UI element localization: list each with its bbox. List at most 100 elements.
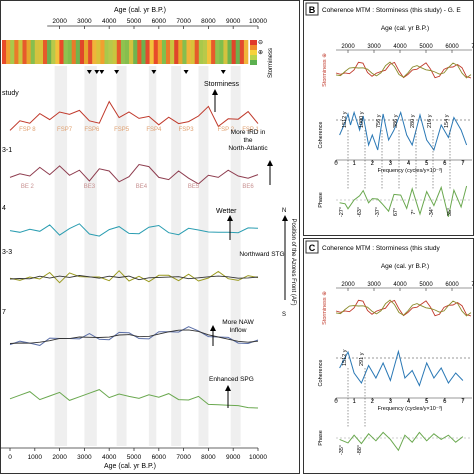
colorbar-cell <box>219 40 224 64</box>
annotation-line: More IRD in <box>231 129 266 136</box>
series-line <box>9 163 259 185</box>
freq-tick-label: 4 <box>407 399 411 405</box>
colorbar-cell <box>71 40 77 64</box>
freq-tick-label: 6 <box>443 161 447 167</box>
phase-label: 67° <box>393 208 399 216</box>
panel-c-title: Coherence MTM : Storminess (this study <box>322 245 441 252</box>
colorbar-cell <box>182 40 187 64</box>
be-label: BE3 <box>84 184 96 190</box>
panel-b-chart: Age (cal. yr B.P.)2000300040005000600070… <box>318 25 474 217</box>
colorbar-cell <box>227 40 232 64</box>
row-label-4: 4 <box>2 205 6 212</box>
colorbar-cell <box>231 40 236 64</box>
freq-axis-title: Frequency (cycles/y×10⁻³) <box>378 168 443 174</box>
row-label-3-3: 3-3 <box>2 249 12 256</box>
coherence-ylabel: Coherence <box>318 122 324 149</box>
colorbar-cell <box>67 40 72 64</box>
fsp-label: FSP7 <box>57 127 73 133</box>
colorbar-legend-cell <box>250 40 257 45</box>
colorbar-cell <box>2 40 7 64</box>
bottom-tick-label: 5000 <box>127 454 142 461</box>
left-bottom-ticks: 0 1000 2000 3000 4000 5000 6000 7000 8000 9000 100… <box>8 448 267 461</box>
annotation-line: North-Atlantic <box>228 145 268 152</box>
freq-tick-label: 0 <box>334 161 338 167</box>
top-tick-label: 7000 <box>176 18 191 25</box>
peak-label: 1512 y <box>342 349 348 366</box>
freq-tick-label: 4 <box>407 161 411 167</box>
freq-axis-title: Frequency (cycles/y×10⁻³) <box>378 406 443 412</box>
coherence-line <box>339 110 468 152</box>
colorbar-cell <box>235 40 241 64</box>
panel-b-title: Coherence MTM : Storminess (this study) … <box>322 7 461 14</box>
top-tick-label: 3000 <box>77 18 92 25</box>
colorbar-cell <box>59 40 64 64</box>
panel-c-letter: C <box>309 243 316 253</box>
phase-label: -63° <box>357 207 363 217</box>
colorbar-cell <box>198 40 204 64</box>
colorbar-cell <box>161 40 167 64</box>
colorbar-cell <box>149 40 154 64</box>
freq-tick-label: 1 <box>352 399 356 405</box>
colorbar-cell <box>116 40 122 64</box>
series-line <box>9 270 259 284</box>
event-marker <box>183 70 189 74</box>
grey-band <box>171 66 182 446</box>
peak-label: 1000 y <box>359 111 365 128</box>
colorbar-cell <box>133 40 138 64</box>
top-tick-label: 5000 <box>127 18 142 25</box>
peak-label: 1512 y <box>342 111 348 128</box>
event-marker <box>114 70 120 74</box>
bottom-tick-label: 9000 <box>226 454 241 461</box>
left-bottom-axis-title: Age (cal. yr B.P.) <box>104 463 156 470</box>
panel-b-letter-box <box>305 2 319 16</box>
colorbar-cell <box>38 40 44 64</box>
colorbar-cell <box>239 40 245 64</box>
peak-label: 216 y <box>427 114 433 128</box>
bottom-tick-label: 0 <box>8 454 12 461</box>
colorbar-cell <box>34 40 40 64</box>
colorbar-cell <box>145 40 150 64</box>
colorbar-cell <box>47 40 52 64</box>
freq-tick-label: 7 <box>461 399 465 405</box>
phase-label: -88° <box>357 445 363 455</box>
colorbar-cell <box>190 40 195 64</box>
colorbar-cell <box>166 40 171 64</box>
top-tick-label: 2000 <box>52 18 67 25</box>
fsp-label: FSP 8 <box>19 127 36 133</box>
be-label: BE4 <box>136 184 148 190</box>
colorbar-plus: ⊕ <box>258 50 263 56</box>
freq-tick-label: 0 <box>334 399 338 405</box>
panel-b-letter: B <box>309 5 316 15</box>
event-marker <box>220 70 226 74</box>
colorbar-cell <box>51 40 56 64</box>
event-markers <box>86 70 226 74</box>
colorbar-cell <box>112 40 118 64</box>
colorbar-cell <box>108 40 113 64</box>
series-line <box>9 223 259 237</box>
freq-tick-label: 2 <box>371 161 375 167</box>
grey-band <box>230 66 241 446</box>
colorbar-cell <box>137 40 142 64</box>
colorbar-cell <box>10 40 15 64</box>
proxy-line <box>335 61 472 79</box>
series-line <box>9 389 259 409</box>
annotation-af: Position of the Azores Front (AF) <box>290 218 296 305</box>
peak-label: 386 y <box>393 114 399 128</box>
storminess-colorbar <box>2 40 257 65</box>
grey-band <box>84 66 97 446</box>
series-line <box>9 100 259 131</box>
row-label-7: 7 <box>2 309 6 316</box>
event-marker <box>99 70 105 74</box>
age-tick-label: 7000 <box>471 282 474 288</box>
peak-label: 291 y <box>359 352 365 366</box>
top-tick-label: 4000 <box>102 18 117 25</box>
bottom-tick-label: 6000 <box>152 454 167 461</box>
colorbar-cell <box>153 40 159 64</box>
freq-tick-label: 6 <box>443 399 447 405</box>
fsp-label: FSP 2 <box>217 127 234 133</box>
freq-tick-label: 7 <box>461 161 465 167</box>
af-n-label: N <box>282 208 286 214</box>
grey-band <box>54 66 68 446</box>
colorbar-legend-cell <box>250 45 257 50</box>
